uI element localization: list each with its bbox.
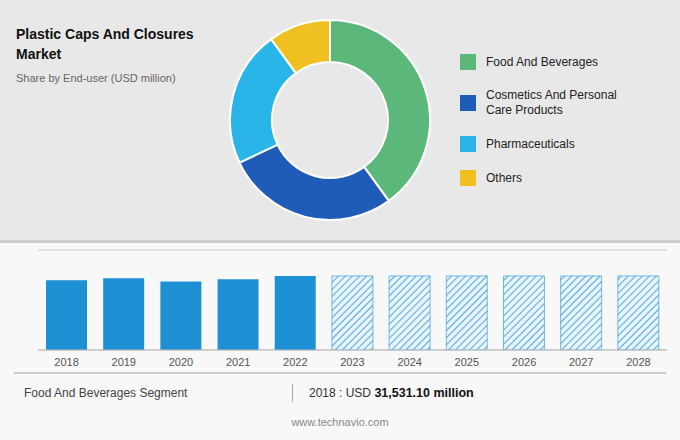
- svg-text:2028: 2028: [626, 356, 650, 368]
- html-text:www.technavio.com: www.technavio.com: [291, 416, 389, 428]
- html-text:Food And Beverages: Food And Beverages: [486, 54, 599, 69]
- svg-text:2019: 2019: [112, 356, 136, 368]
- html-text:Pharmaceuticals: Pharmaceuticals: [486, 136, 575, 151]
- html-text:Plastic Caps And Closures: Plastic Caps And Closures: [16, 26, 194, 42]
- svg-text:2018: 2018: [54, 356, 78, 368]
- svg-text:2023: 2023: [340, 356, 364, 368]
- html-text:Share by End-user (USD million: Share by End-user (USD million): [16, 72, 176, 84]
- svg-text:2026: 2026: [512, 356, 536, 368]
- svg-text:2027: 2027: [569, 356, 593, 368]
- svg-text:2021: 2021: [226, 356, 250, 368]
- html-text:Food And Beverages Segment: Food And Beverages Segment: [24, 386, 188, 400]
- html-text:Others: Others: [486, 170, 522, 185]
- svg-text:2022: 2022: [283, 356, 307, 368]
- html-text:Cosmetics And Personal Care Pr: Cosmetics And Personal Care Products: [486, 88, 617, 117]
- html-text:Market: Market: [16, 46, 62, 62]
- svg-text:2025: 2025: [455, 356, 479, 368]
- svg-text:2024: 2024: [397, 356, 421, 368]
- html-text:2018 : USD 31,531.10 million: 2018 : USD 31,531.10 million: [309, 386, 474, 400]
- svg-text:2020: 2020: [169, 356, 193, 368]
